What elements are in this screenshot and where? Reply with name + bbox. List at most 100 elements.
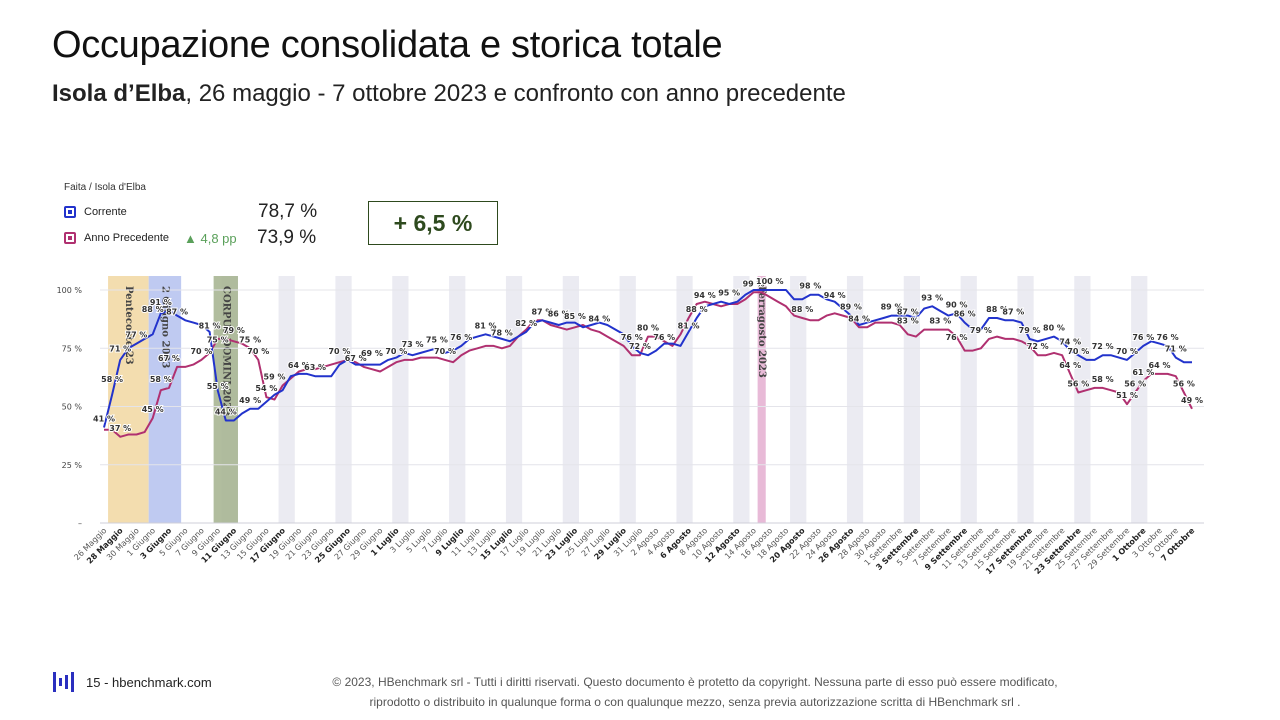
data-label: 70 % bbox=[1116, 347, 1138, 356]
data-label: 87 % bbox=[897, 307, 919, 316]
data-label: 71 % bbox=[109, 345, 131, 354]
data-label: 80 % bbox=[1043, 324, 1065, 333]
data-label: 88 % bbox=[791, 305, 813, 314]
event-band bbox=[213, 276, 238, 523]
data-label: 72 % bbox=[1027, 342, 1049, 351]
data-label: 76 % bbox=[621, 333, 643, 342]
data-label: 84 % bbox=[848, 314, 870, 323]
data-label: 85 % bbox=[564, 312, 586, 321]
copyright-line-2: riprodotto o distribuito in qualunque fo… bbox=[369, 695, 1021, 709]
data-label: 79 % bbox=[223, 326, 245, 335]
data-label: 76 % bbox=[653, 333, 675, 342]
data-label: 83 % bbox=[929, 317, 951, 326]
data-label: 64 % bbox=[1059, 361, 1081, 370]
weekend-band bbox=[562, 276, 579, 523]
data-label: 67 % bbox=[158, 354, 180, 363]
hbenchmark-logo-icon bbox=[53, 672, 74, 692]
data-label: 54 % bbox=[255, 384, 277, 393]
data-label: 87 % bbox=[166, 307, 188, 316]
weekend-band bbox=[676, 276, 693, 523]
data-label: 86 % bbox=[954, 310, 976, 319]
page-subtitle: Isola d’Elba, 26 maggio - 7 ottobre 2023… bbox=[52, 80, 846, 108]
data-label: 56 % bbox=[1124, 380, 1146, 389]
weekend-band bbox=[960, 276, 977, 523]
event-band bbox=[148, 276, 182, 523]
data-label: 70 % bbox=[328, 347, 350, 356]
data-label: 72 % bbox=[1092, 342, 1114, 351]
data-label: 71 % bbox=[1165, 345, 1187, 354]
data-label: 49 % bbox=[1181, 396, 1203, 405]
weekend-band bbox=[335, 276, 352, 523]
data-label: 69 % bbox=[361, 349, 383, 358]
event-band bbox=[757, 276, 766, 523]
event-label: 2 Giugno 2023 bbox=[159, 286, 170, 368]
legend-label-current: Corrente bbox=[84, 206, 127, 218]
data-label: 89 % bbox=[840, 303, 862, 312]
page-title: Occupazione consolidata e storica totale bbox=[52, 24, 723, 66]
weekend-band bbox=[278, 276, 295, 523]
y-tick-label: 75 % bbox=[62, 344, 83, 353]
data-label: 56 % bbox=[1173, 380, 1195, 389]
data-label: 100 % bbox=[756, 277, 784, 286]
footer-page-label: 15 - hbenchmark.com bbox=[86, 674, 212, 690]
data-label: 58 % bbox=[150, 375, 172, 384]
data-label: 75 % bbox=[426, 335, 448, 344]
legend-item-current[interactable]: Corrente bbox=[64, 203, 127, 221]
data-label: 58 % bbox=[101, 375, 123, 384]
legend-delta-value: 4,8 pp bbox=[200, 231, 237, 246]
occupancy-line-chart: Pentecoste 23 2 Giugno 2023 CORPUS DOMINI … bbox=[57, 276, 1204, 576]
legend-delta: ▲ 4,8 pp bbox=[184, 231, 237, 246]
data-label: 74 % bbox=[1059, 338, 1081, 347]
data-label: 86 % bbox=[548, 310, 570, 319]
data-label: 81 % bbox=[199, 321, 221, 330]
series-line bbox=[103, 289, 1192, 428]
data-label: 77 % bbox=[126, 331, 148, 340]
event-label: CORPUS DOMINI 2023 bbox=[220, 286, 231, 416]
weekend-band bbox=[790, 276, 807, 523]
data-label: 95 % bbox=[718, 289, 740, 298]
weekend-band bbox=[1131, 276, 1148, 523]
data-label: 84 % bbox=[588, 314, 610, 323]
data-label: 72 % bbox=[629, 342, 651, 351]
data-label: 79 % bbox=[970, 326, 992, 335]
data-label: 64 % bbox=[288, 361, 310, 370]
data-label: 75 % bbox=[207, 335, 229, 344]
data-label: 56 % bbox=[1067, 380, 1089, 389]
data-label: 44 % bbox=[215, 407, 237, 416]
data-label: 93 % bbox=[921, 293, 943, 302]
data-label: 90 % bbox=[946, 300, 968, 309]
data-label: 75 % bbox=[239, 335, 261, 344]
data-label: 70 % bbox=[190, 347, 212, 356]
variation-badge: + 6,5 % bbox=[368, 201, 498, 245]
weekend-band bbox=[1074, 276, 1091, 523]
y-tick-label: – bbox=[78, 519, 82, 528]
legend-item-previous[interactable]: Anno Precedente bbox=[64, 229, 169, 247]
data-label: 80 % bbox=[637, 324, 659, 333]
data-label: 99 % bbox=[743, 279, 765, 288]
data-label: 67 % bbox=[345, 354, 367, 363]
copyright-line-1: © 2023, HBenchmark srl - Tutti i diritti… bbox=[332, 675, 1058, 689]
weekend-band bbox=[392, 276, 409, 523]
data-label: 76 % bbox=[1157, 333, 1179, 342]
data-label: 89 % bbox=[881, 303, 903, 312]
data-label: 59 % bbox=[264, 373, 286, 382]
weekend-band bbox=[903, 276, 920, 523]
copyright-notice: © 2023, HBenchmark srl - Tutti i diritti… bbox=[260, 672, 1130, 712]
data-label: 76 % bbox=[1132, 333, 1154, 342]
event-label: Pentecoste 23 bbox=[123, 286, 134, 365]
legend-heading: Faita / Isola d'Elba bbox=[64, 182, 146, 193]
data-label: 70 % bbox=[434, 347, 456, 356]
legend-value-previous: 73,9 % bbox=[257, 227, 317, 248]
data-label: 70 % bbox=[1067, 347, 1089, 356]
data-label: 91 % bbox=[150, 298, 172, 307]
data-label: 88 % bbox=[986, 305, 1008, 314]
data-label: 49 % bbox=[239, 396, 261, 405]
subtitle-period: , 26 maggio - 7 ottobre 2023 e confronto… bbox=[185, 80, 846, 107]
data-label: 51 % bbox=[1116, 391, 1138, 400]
data-label: 64 % bbox=[1149, 361, 1171, 370]
weekend-band bbox=[505, 276, 523, 523]
data-label: 98 % bbox=[799, 282, 821, 291]
data-label: 70 % bbox=[247, 347, 269, 356]
weekend-band bbox=[733, 276, 750, 523]
data-label: 73 % bbox=[402, 340, 424, 349]
